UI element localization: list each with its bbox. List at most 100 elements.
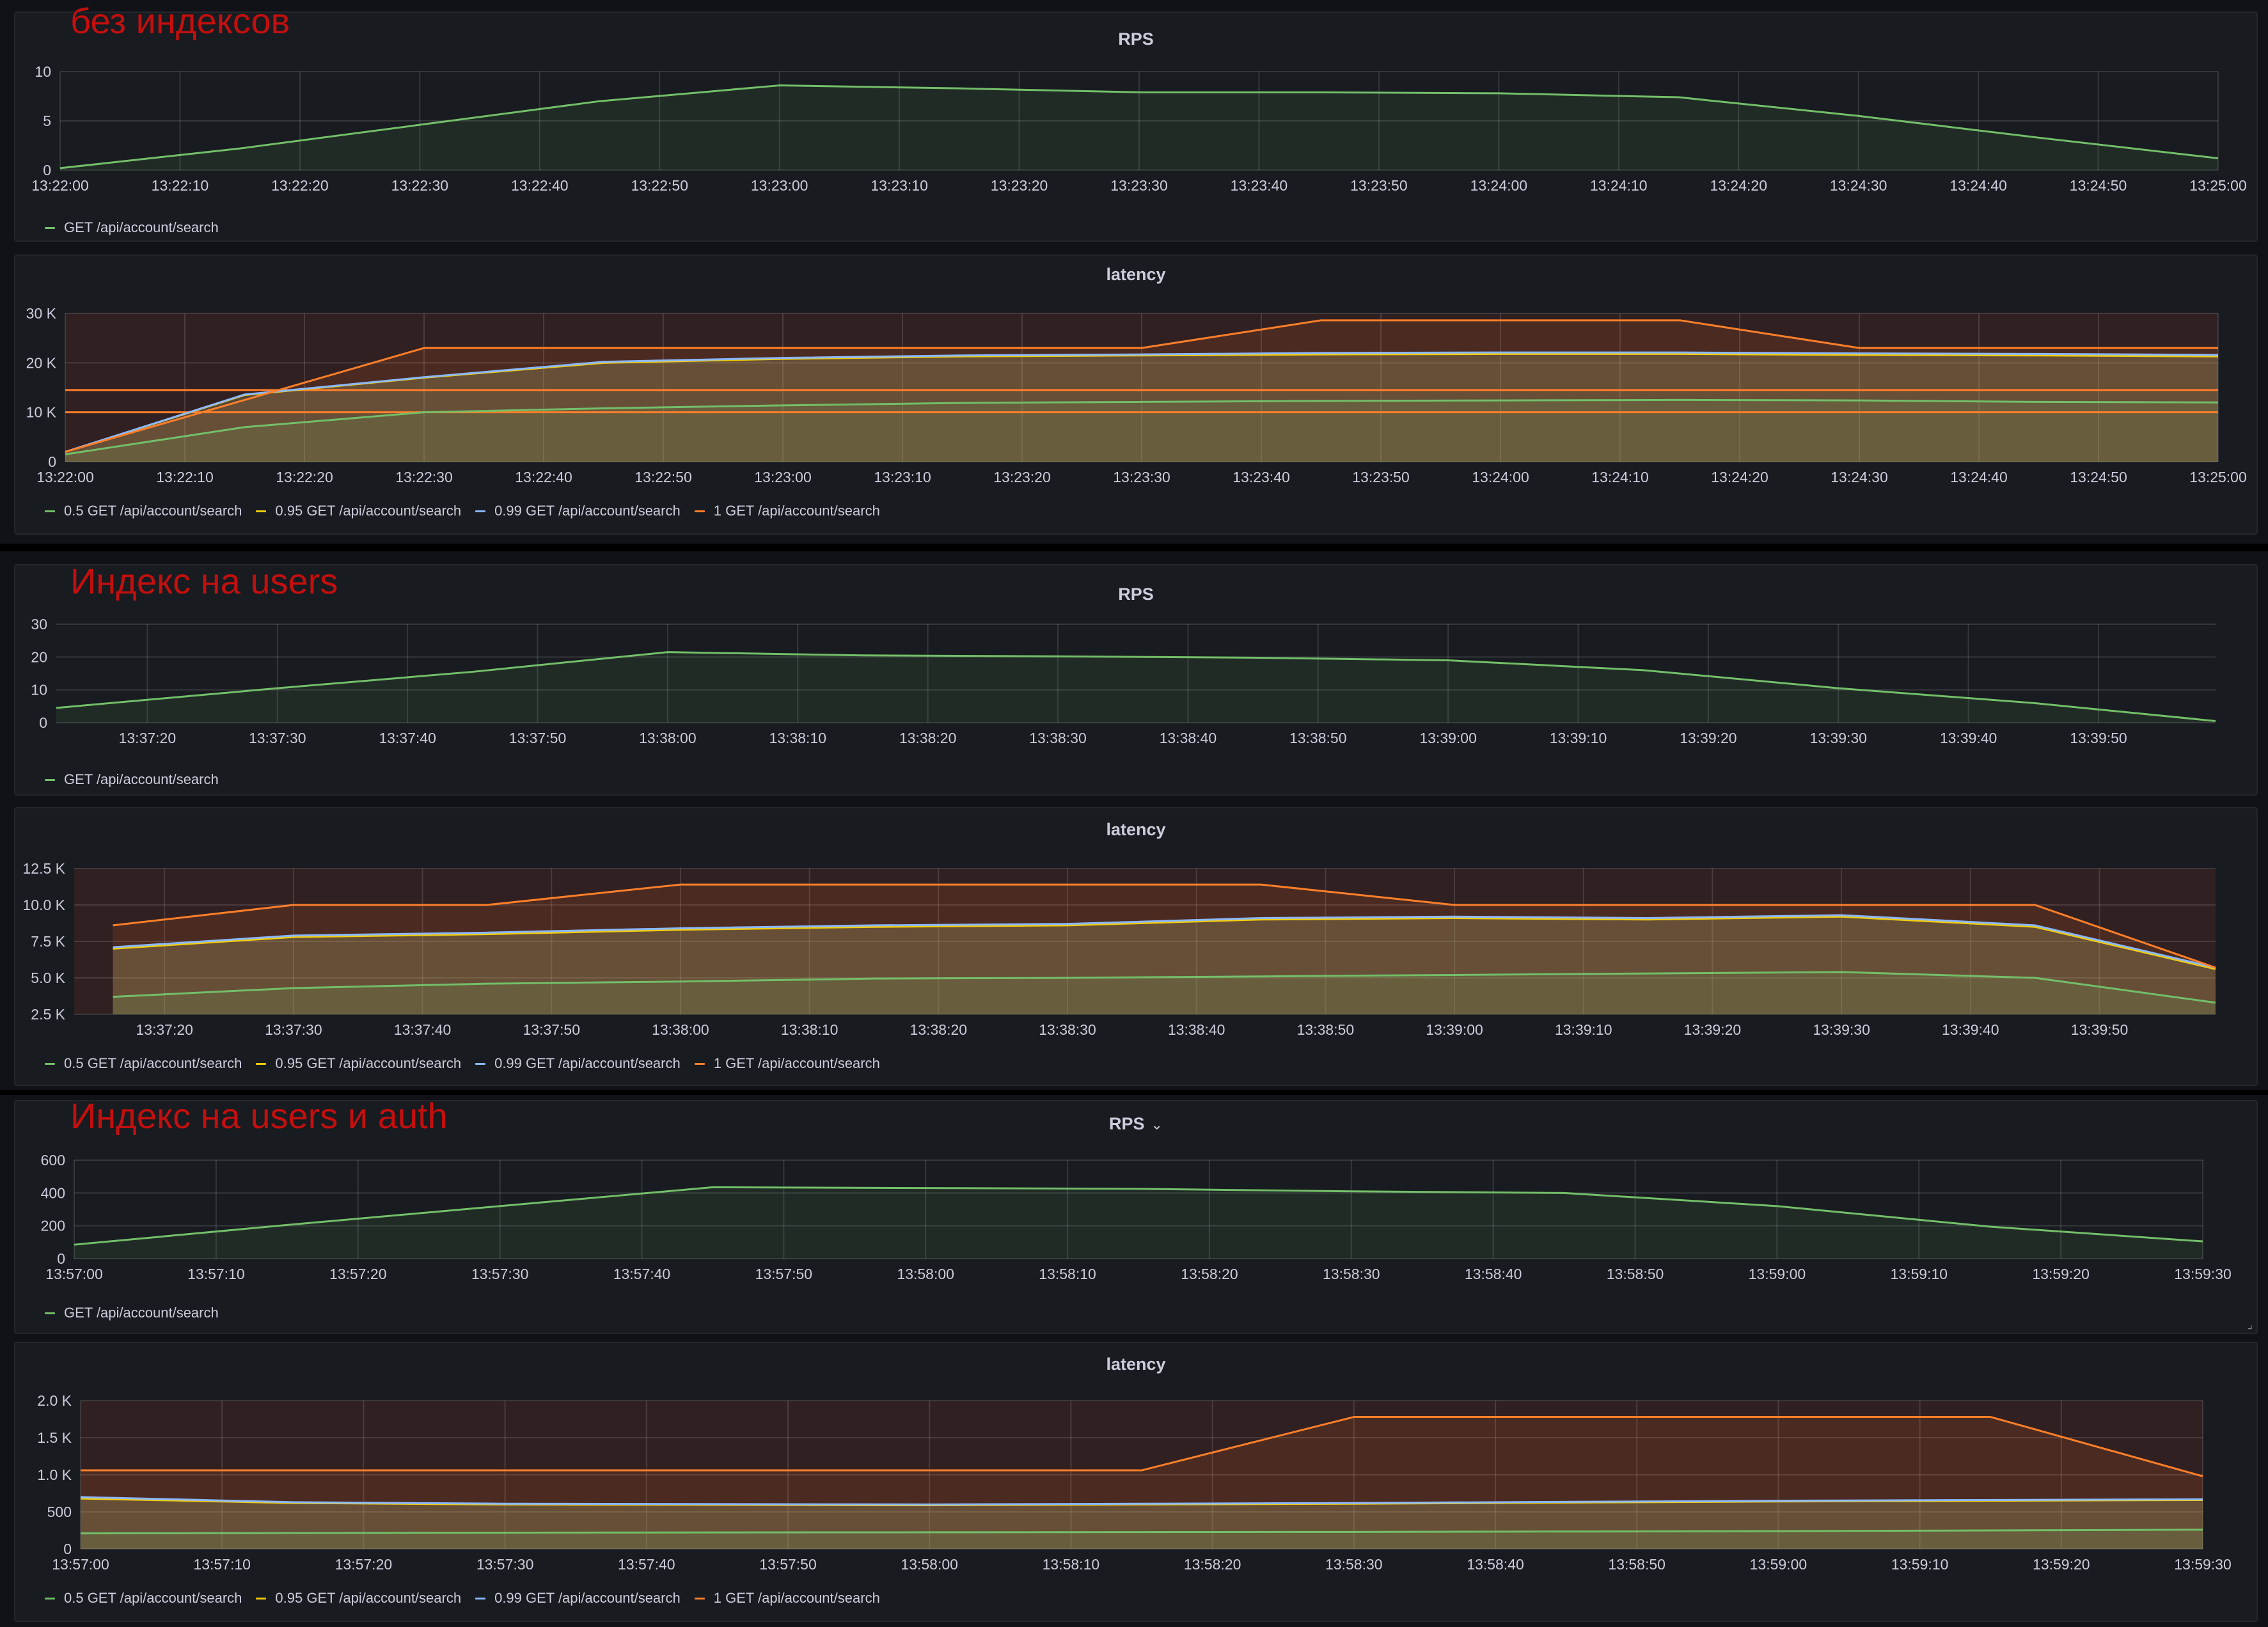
y-tick-label: 0 xyxy=(63,1541,72,1557)
legend-swatch xyxy=(45,510,55,512)
panel-title[interactable]: latency xyxy=(1106,265,1166,284)
x-tick-label: 13:58:50 xyxy=(1607,1266,1664,1282)
series-line[interactable] xyxy=(65,351,2219,453)
panel-title[interactable]: RPS ⌄ xyxy=(15,1114,2256,1134)
rps-panel: RPS ⌄ GET /api/account/search ⌟ 0 200 400 60… xyxy=(14,1100,2258,1334)
x-tick-label: 13:23:40 xyxy=(1232,469,1290,485)
x-tick-label: 13:39:40 xyxy=(1942,1021,1999,1038)
legend-swatch xyxy=(256,1062,267,1065)
y-tick-label: 2.0 K xyxy=(37,1392,72,1409)
x-tick-label: 13:58:00 xyxy=(897,1266,954,1282)
legend-swatch xyxy=(45,1597,55,1599)
x-tick-label: 13:38:10 xyxy=(781,1021,839,1038)
legend-swatch xyxy=(45,226,55,229)
x-tick-label: 13:57:30 xyxy=(471,1266,529,1282)
series-line[interactable] xyxy=(59,84,2219,169)
legend-item[interactable]: 0.95 GET /api/account/search xyxy=(256,1055,461,1072)
legend-item[interactable]: 0.5 GET /api/account/search xyxy=(45,1055,242,1072)
legend-item[interactable]: 1 GET /api/account/search xyxy=(694,1590,880,1607)
legend: GET /api/account/search xyxy=(45,219,219,236)
x-tick-label: 13:39:20 xyxy=(1680,730,1737,746)
chart-plot[interactable]: 0 500 1.0 K 1.5 K 2.0 K 13:57:00 13:57:10 13:57… xyxy=(15,1343,2256,1621)
y-tick-label: 600 xyxy=(41,1152,65,1168)
legend-label: 1 GET /api/account/search xyxy=(713,1590,880,1606)
series-area xyxy=(81,1498,2203,1549)
y-tick-label: 30 K xyxy=(26,305,57,322)
legend-item[interactable]: 0.95 GET /api/account/search xyxy=(256,503,461,519)
series-line[interactable] xyxy=(113,915,2216,970)
series-area xyxy=(81,1497,2203,1549)
legend-swatch xyxy=(694,1597,705,1599)
section-no-index: RPS GET /api/account/search 0 5 10 13:22:00… xyxy=(0,0,2268,544)
section-users-auth-index: RPS ⌄ GET /api/account/search ⌟ 0 200 400 60… xyxy=(0,1095,2268,1627)
y-tick-label: 0 xyxy=(48,453,56,470)
x-tick-label: 13:39:50 xyxy=(2070,730,2127,746)
y-tick-label: 0 xyxy=(43,162,51,178)
legend-item[interactable]: GET /api/account/search xyxy=(45,219,219,236)
legend-item[interactable]: 0.95 GET /api/account/search xyxy=(256,1590,461,1607)
chart-plot[interactable]: 0 10 20 30 13:37:20 13:37:30 13:37:40 13:37:50 1… xyxy=(15,565,2256,794)
x-tick-label: 13:39:50 xyxy=(2071,1021,2129,1038)
legend-item[interactable]: 0.99 GET /api/account/search xyxy=(475,503,681,519)
legend-item[interactable]: GET /api/account/search xyxy=(45,771,219,788)
series-line[interactable] xyxy=(113,914,2216,969)
panel-title[interactable]: RPS xyxy=(1118,585,1154,604)
legend-label: 0.5 GET /api/account/search xyxy=(64,1055,242,1071)
x-tick-label: 13:37:30 xyxy=(249,730,306,746)
x-tick-label: 13:22:50 xyxy=(631,177,688,194)
chart-plot[interactable]: 0 5 10 13:22:00 13:22:10 13:22:20 13:22:30 13:2… xyxy=(15,13,2256,240)
overlay-label: без индексов xyxy=(70,1,290,41)
panel-title[interactable]: latency xyxy=(1106,1355,1166,1374)
chart-plot[interactable]: 0 10 K 20 K 30 K 13:22:00 13:22:10 13:22:20 13:… xyxy=(15,256,2256,533)
series-line[interactable] xyxy=(56,651,2216,722)
legend-item[interactable]: 1 GET /api/account/search xyxy=(694,503,880,519)
legend: GET /api/account/search xyxy=(45,771,219,788)
series-area xyxy=(113,916,2216,1014)
series-line[interactable] xyxy=(65,398,2219,455)
series-line[interactable] xyxy=(113,883,2216,969)
legend-item[interactable]: GET /api/account/search xyxy=(45,1305,219,1321)
legend-item[interactable]: 1 GET /api/account/search xyxy=(694,1055,880,1072)
x-tick-label: 13:58:20 xyxy=(1184,1556,1241,1573)
chart-plot[interactable]: 0 200 400 600 13:57:00 13:57:10 13:57:20 13:57:… xyxy=(15,1101,2256,1333)
y-tick-label: 5.0 K xyxy=(31,970,65,986)
x-tick-label: 13:38:40 xyxy=(1160,730,1217,746)
series-line[interactable] xyxy=(80,1496,2203,1505)
series-line[interactable] xyxy=(113,971,2216,1004)
x-tick-label: 13:38:30 xyxy=(1029,730,1087,746)
x-tick-label: 13:24:00 xyxy=(1470,177,1528,194)
y-tick-label: 5 xyxy=(43,113,51,129)
x-tick-label: 13:24:50 xyxy=(2070,177,2127,194)
legend-item[interactable]: 0.99 GET /api/account/search xyxy=(475,1590,681,1607)
series-line[interactable] xyxy=(74,1186,2203,1246)
legend-label: GET /api/account/search xyxy=(64,219,219,235)
x-tick-label: 13:24:10 xyxy=(1591,469,1649,485)
x-tick-label: 13:22:40 xyxy=(511,177,569,194)
series-line[interactable] xyxy=(81,1416,2203,1477)
x-tick-label: 13:24:20 xyxy=(1711,469,1768,485)
panel-title[interactable]: latency xyxy=(1106,820,1166,839)
x-tick-label: 13:22:20 xyxy=(276,469,333,485)
chevron-down-icon[interactable]: ⌄ xyxy=(1151,1117,1163,1133)
x-tick-label: 13:22:40 xyxy=(515,469,572,485)
legend-swatch xyxy=(475,1597,486,1599)
x-tick-label: 13:24:00 xyxy=(1472,469,1529,485)
x-tick-label: 13:22:00 xyxy=(31,177,89,194)
x-tick-label: 13:39:10 xyxy=(1550,730,1607,746)
legend-item[interactable]: 0.5 GET /api/account/search xyxy=(45,1590,242,1607)
series-line[interactable] xyxy=(65,319,2218,453)
x-tick-label: 13:58:00 xyxy=(901,1556,958,1573)
resize-handle-icon[interactable]: ⌟ xyxy=(2247,1318,2253,1331)
x-tick-label: 13:23:20 xyxy=(991,177,1048,194)
chart-plot[interactable]: 2.5 K 5.0 K 7.5 K 10.0 K 12.5 K 13:37:20 13:37… xyxy=(15,808,2256,1085)
series-area xyxy=(65,352,2218,462)
x-tick-label: 13:24:40 xyxy=(1949,177,2007,194)
x-tick-label: 13:57:20 xyxy=(335,1556,393,1573)
legend-swatch xyxy=(256,1597,267,1599)
legend-item[interactable]: 0.5 GET /api/account/search xyxy=(45,503,242,519)
series-line[interactable] xyxy=(80,1529,2203,1535)
plot-background xyxy=(74,869,2216,1014)
x-tick-label: 13:57:50 xyxy=(755,1266,813,1282)
panel-title[interactable]: RPS xyxy=(1118,29,1154,49)
legend-item[interactable]: 0.99 GET /api/account/search xyxy=(475,1055,681,1072)
